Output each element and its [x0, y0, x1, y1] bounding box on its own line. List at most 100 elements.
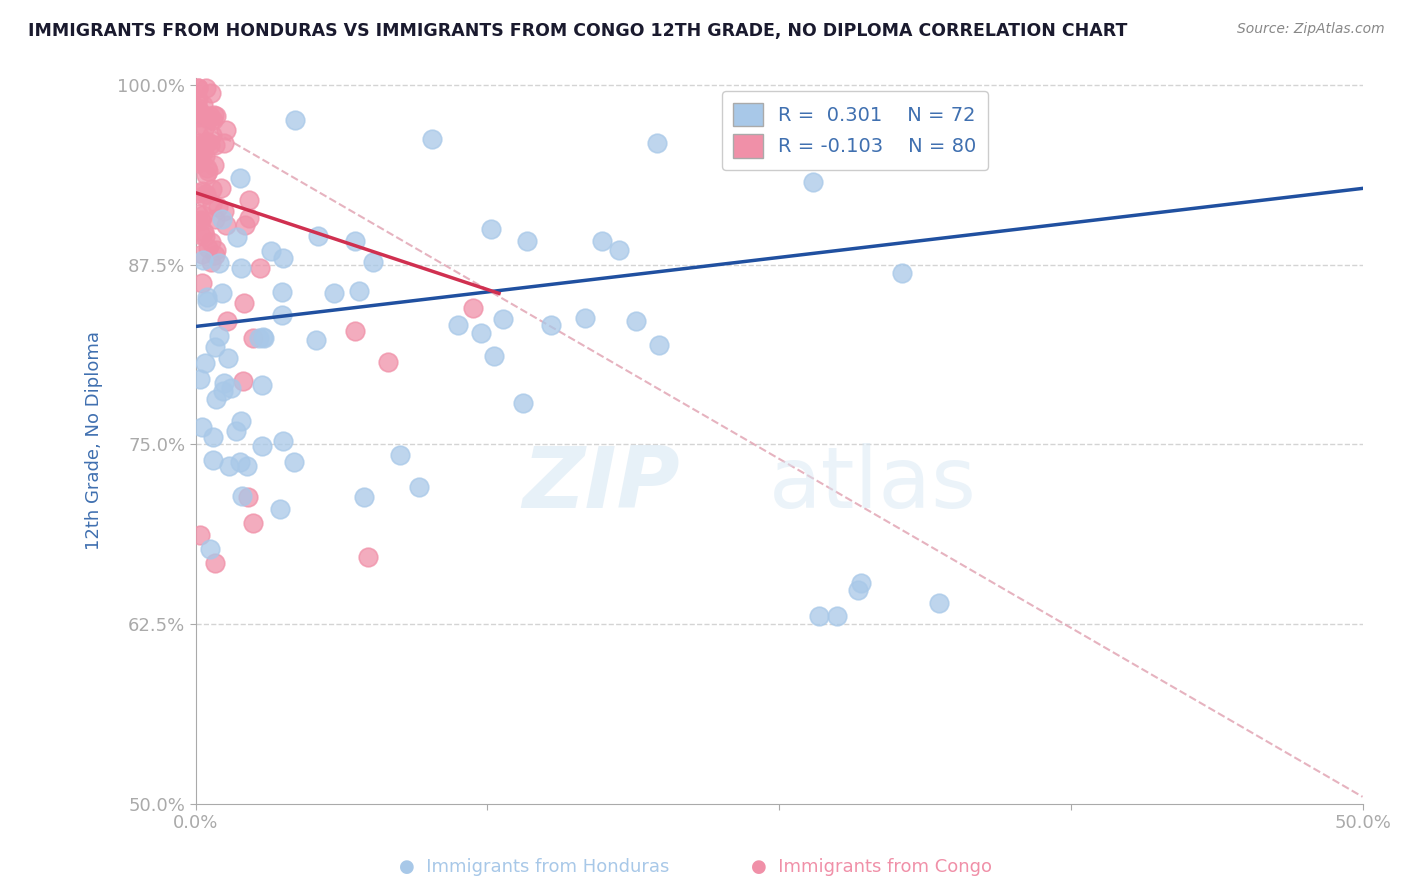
- Point: [225, 424, 247, 438]
- Point: [197, 163, 219, 178]
- Text: IMMIGRANTS FROM HONDURAS VS IMMIGRANTS FROM CONGO 12TH GRADE, NO DIPLOMA CORRELA: IMMIGRANTS FROM HONDURAS VS IMMIGRANTS F…: [28, 22, 1128, 40]
- Point: [271, 285, 294, 299]
- Point: [516, 234, 538, 248]
- Point: [347, 284, 370, 298]
- Point: [201, 128, 224, 143]
- Point: [193, 225, 215, 239]
- Point: [200, 109, 222, 123]
- Point: [193, 188, 215, 202]
- Point: [190, 147, 212, 161]
- Legend: R =  0.301    N = 72, R = -0.103    N = 80: R = 0.301 N = 72, R = -0.103 N = 80: [721, 91, 988, 169]
- Point: [249, 260, 271, 275]
- Point: [307, 229, 329, 244]
- Point: [204, 556, 226, 570]
- Text: Source: ZipAtlas.com: Source: ZipAtlas.com: [1237, 22, 1385, 37]
- Point: [218, 458, 240, 473]
- Point: [188, 153, 211, 168]
- Point: [200, 235, 222, 249]
- Text: ZIP: ZIP: [522, 443, 681, 526]
- Point: [195, 293, 218, 308]
- Point: [215, 314, 238, 328]
- Point: [226, 229, 249, 244]
- Point: [574, 310, 596, 325]
- Point: [492, 311, 515, 326]
- Point: [204, 243, 226, 257]
- Point: [238, 211, 260, 225]
- Point: [193, 145, 215, 159]
- Point: [187, 152, 209, 166]
- Point: [231, 489, 253, 503]
- Point: [420, 132, 443, 146]
- Point: [305, 334, 328, 348]
- Point: [607, 243, 630, 257]
- Point: [344, 324, 367, 338]
- Point: [187, 154, 209, 169]
- Point: [194, 228, 217, 243]
- Point: [219, 381, 242, 395]
- Point: [482, 349, 505, 363]
- Point: [204, 137, 226, 152]
- Point: [194, 168, 217, 182]
- Point: [191, 277, 214, 291]
- Point: [212, 203, 235, 218]
- Point: [190, 212, 212, 227]
- Text: atlas: atlas: [769, 443, 976, 526]
- Point: [187, 126, 209, 140]
- Point: [353, 490, 375, 504]
- Point: [343, 234, 366, 248]
- Point: [191, 98, 214, 112]
- Point: [540, 318, 562, 333]
- Point: [204, 212, 226, 227]
- Point: [208, 328, 231, 343]
- Point: [322, 286, 344, 301]
- Point: [202, 158, 225, 172]
- Point: [236, 490, 259, 504]
- Point: [209, 181, 232, 195]
- Point: [187, 80, 209, 95]
- Point: [408, 480, 430, 494]
- Point: [202, 453, 225, 467]
- Point: [187, 110, 209, 124]
- Point: [200, 182, 222, 196]
- Point: [212, 376, 235, 390]
- Point: [271, 434, 294, 448]
- Point: [204, 109, 226, 123]
- Point: [191, 136, 214, 151]
- Point: [232, 374, 254, 388]
- Point: [928, 596, 950, 610]
- Point: [198, 137, 221, 152]
- Point: [231, 261, 253, 276]
- Point: [891, 266, 914, 280]
- Point: [187, 101, 209, 115]
- Point: [194, 135, 217, 149]
- Point: [217, 351, 239, 366]
- Point: [207, 201, 229, 215]
- Point: [808, 608, 831, 623]
- Point: [447, 318, 470, 333]
- Point: [236, 458, 259, 473]
- Point: [247, 331, 270, 345]
- Point: [187, 80, 209, 95]
- Point: [252, 330, 274, 344]
- Point: [479, 221, 502, 235]
- Point: [827, 609, 849, 624]
- Point: [212, 384, 235, 399]
- Point: [204, 392, 226, 407]
- Point: [191, 252, 214, 267]
- Point: [648, 337, 671, 351]
- Point: [591, 234, 613, 248]
- Point: [187, 91, 209, 105]
- Text: ●  Immigrants from Honduras: ● Immigrants from Honduras: [399, 858, 669, 876]
- Point: [242, 330, 264, 344]
- Point: [191, 420, 214, 434]
- Point: [204, 248, 226, 262]
- Point: [229, 414, 252, 428]
- Point: [229, 170, 252, 185]
- Point: [191, 184, 214, 198]
- Point: [849, 576, 872, 591]
- Point: [512, 396, 534, 410]
- Point: [204, 341, 226, 355]
- Point: [284, 112, 307, 127]
- Point: [388, 448, 411, 462]
- Point: [187, 155, 209, 169]
